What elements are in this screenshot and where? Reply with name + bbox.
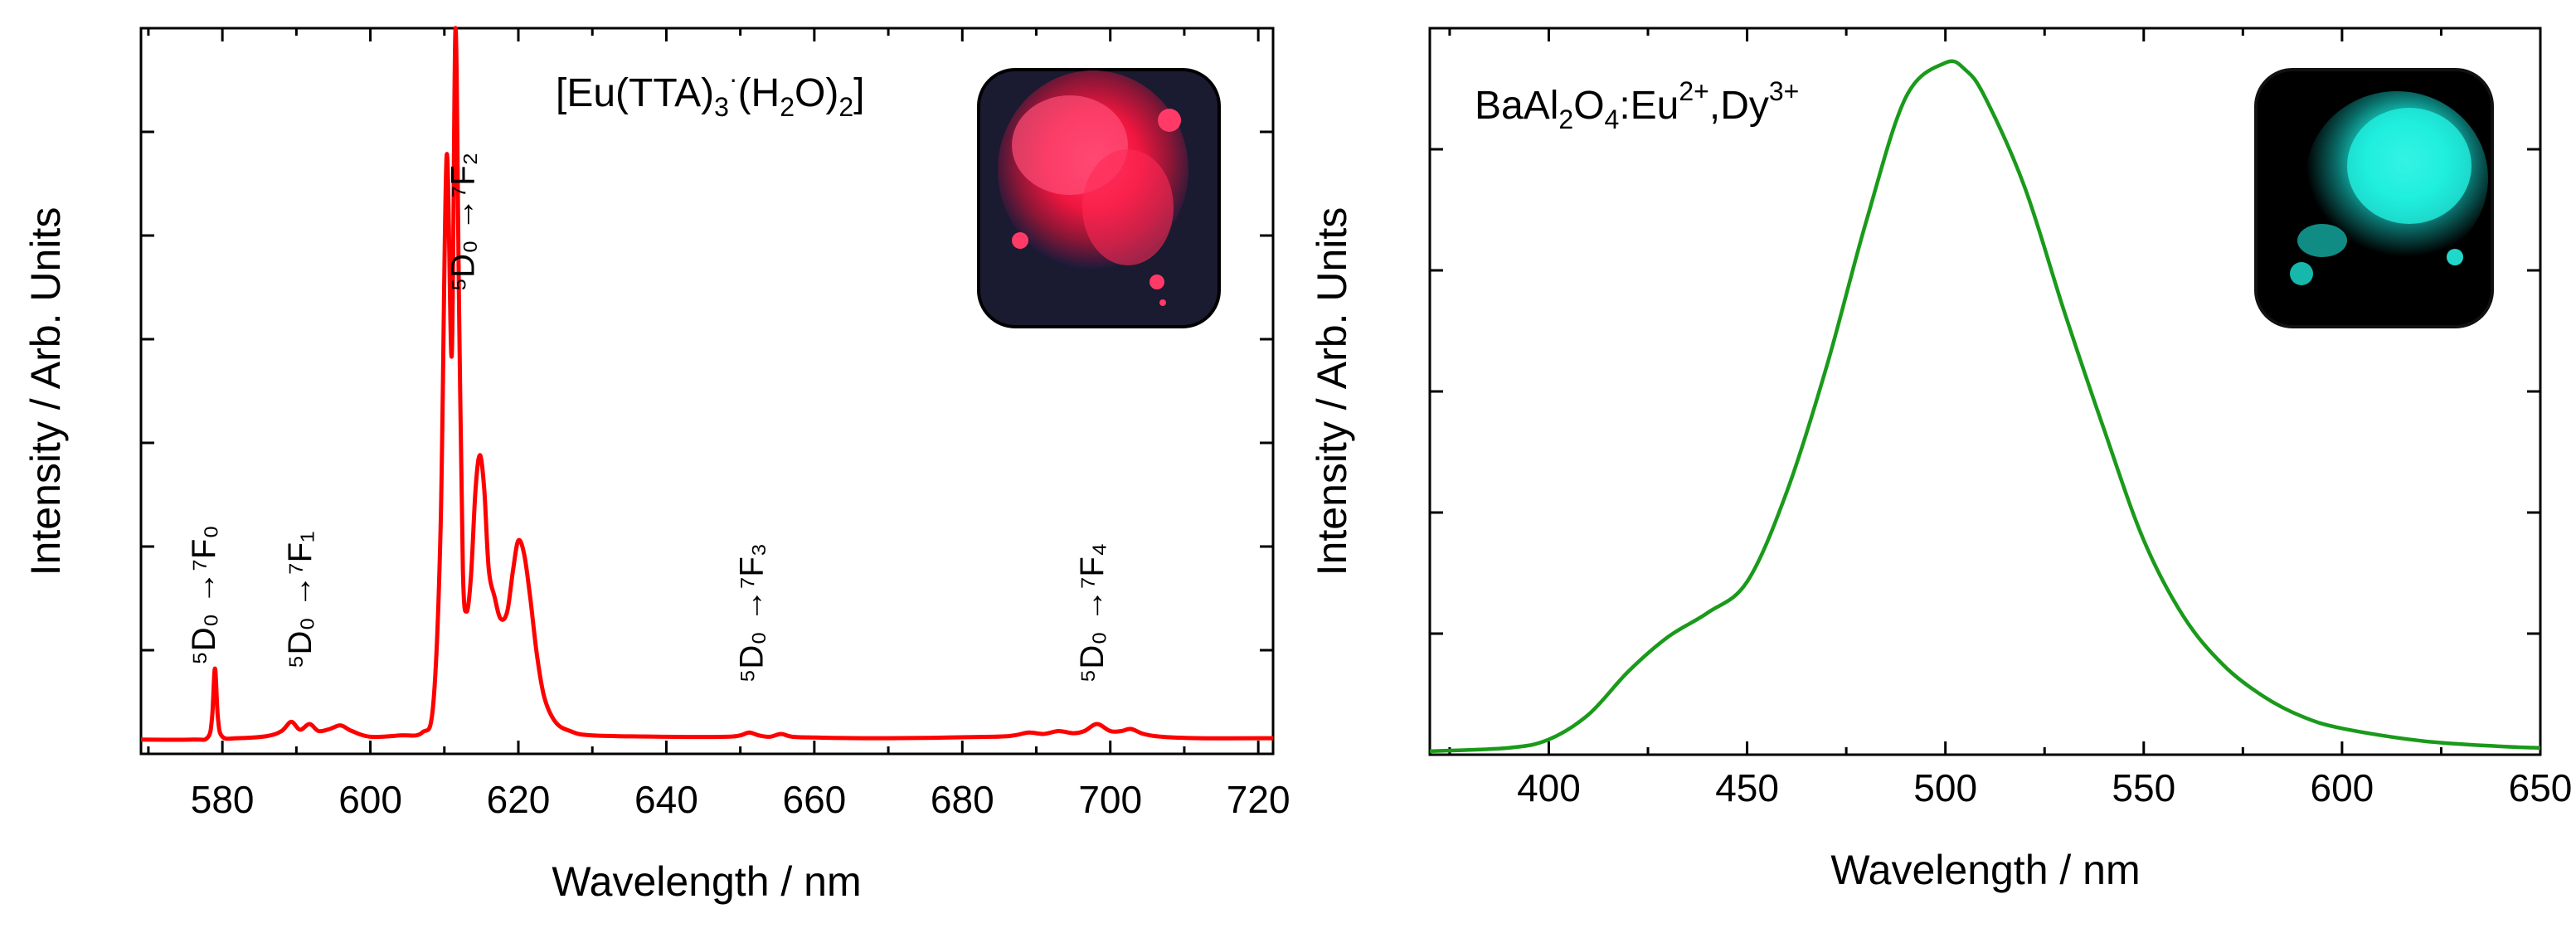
x-tick-label: 550 — [2112, 766, 2175, 809]
chart-left — [139, 26, 1275, 756]
x-tick-labels-left: 580 600 620 640 660 680 700 720 — [191, 778, 1290, 821]
axis-ticks-right — [1430, 28, 2542, 755]
spectrum-line-right — [1429, 59, 2541, 754]
x-tick-label: 700 — [1078, 778, 1142, 821]
x-tick-label: 450 — [1715, 766, 1779, 809]
x-tick-label: 600 — [2311, 766, 2374, 809]
transition-label: ⁵D₀ →⁷F₄ — [1074, 543, 1111, 683]
transition-label: ⁵D₀ →⁷F₁ — [282, 531, 318, 668]
transition-label: ⁵D₀ →⁷F₃ — [733, 543, 770, 683]
x-tick-label: 650 — [2509, 766, 2573, 809]
x-tick-label: 600 — [338, 778, 402, 821]
x-tick-label: 720 — [1227, 778, 1290, 821]
x-tick-label: 580 — [191, 778, 255, 821]
x-tick-label: 400 — [1517, 766, 1581, 809]
chart-right — [1428, 27, 2542, 756]
transition-annotations: ⁵D₀ →⁷F₀ ⁵D₀ →⁷F₁ ⁵D₀ →⁷F₂ ⁵D₀ →⁷F₃ ⁵D₀ →⁷F₄ — [186, 153, 1111, 683]
sample-label-right: BaAl2O4:Eu2+,Dy3+ — [1475, 76, 1799, 134]
y-axis-title-right: Intensity / Arb. Units — [1309, 207, 1355, 576]
x-tick-label: 640 — [634, 778, 698, 821]
y-axis-title-left: Intensity / Arb. Units — [22, 207, 69, 576]
x-tick-label: 680 — [931, 778, 994, 821]
x-tick-label: 620 — [487, 778, 551, 821]
x-axis-title-left: Wavelength / nm — [552, 858, 861, 905]
x-tick-labels-right: 400 450 500 550 600 650 — [1517, 766, 2572, 809]
sample-photo-red — [977, 68, 1221, 328]
x-tick-label: 500 — [1913, 766, 1977, 809]
sample-label-left: [Eu(TTA)3·(H2O)2] — [556, 64, 864, 122]
x-tick-label: 660 — [782, 778, 846, 821]
plot-frame-left — [139, 27, 1275, 756]
sample-photo-cyan — [2254, 68, 2494, 328]
axis-ticks-left — [141, 28, 1273, 754]
transition-label: ⁵D₀ →⁷F₂ — [445, 153, 481, 292]
spectrum-line-left — [140, 26, 1274, 742]
x-axis-title-right: Wavelength / nm — [1830, 847, 2140, 893]
transition-label: ⁵D₀ →⁷F₀ — [186, 525, 222, 665]
